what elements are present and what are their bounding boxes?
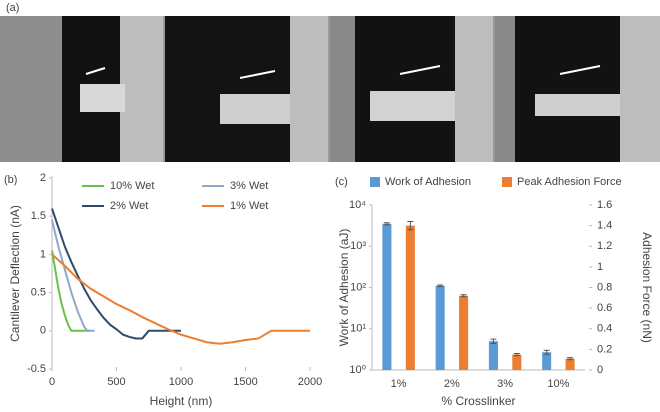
x-tick-label: 500 <box>107 376 125 388</box>
x-tick-label: 0 <box>49 376 55 388</box>
legend-label: Peak Adhesion Force <box>517 176 622 188</box>
y2-tick-label: 0.8 <box>597 281 612 293</box>
bar <box>459 295 469 370</box>
y2-tick-label: 0.4 <box>597 323 612 335</box>
y2-tick-label: 1.2 <box>597 240 612 252</box>
bar <box>542 352 552 370</box>
bar <box>382 223 392 370</box>
legend-label: Work of Adhesion <box>385 176 471 188</box>
y-tick-label: 10² <box>350 281 366 293</box>
line <box>51 208 181 340</box>
y2-tick-label: 0.6 <box>597 302 612 314</box>
legend-label: 3% Wet <box>230 180 268 192</box>
x-tick-label: 10% <box>547 378 569 390</box>
y-tick-label: 0 <box>40 325 46 337</box>
bar <box>565 358 575 370</box>
panel-label: (a) <box>6 2 19 14</box>
bar <box>435 285 445 370</box>
line <box>51 219 95 332</box>
x-tick-label: 2000 <box>298 376 322 388</box>
y2-tick-label: 0.2 <box>597 343 612 355</box>
x-axis-label: Height (nm) <box>150 394 213 408</box>
x-tick-label: 1000 <box>169 376 193 388</box>
y-tick-label: -0.5 <box>27 363 46 375</box>
y-axis-label: Work of Adhesion (aJ) <box>337 229 351 347</box>
x-tick-label: 2% <box>444 378 460 390</box>
x-tick-label: 1500 <box>233 376 257 388</box>
legend-label: 2% Wet <box>110 200 148 212</box>
y-tick-label: 0.5 <box>31 287 46 299</box>
y-axis-label: Cantilever Deflection (nA) <box>8 205 22 342</box>
x-tick-label: 1% <box>391 378 407 390</box>
y-tick-label: 10³ <box>350 240 366 252</box>
y2-tick-label: 1.4 <box>597 220 612 232</box>
x-tick-label: 3% <box>497 378 513 390</box>
y-tick-label: 1 <box>40 248 46 260</box>
microscopy-strip <box>0 16 660 162</box>
line <box>51 250 91 332</box>
y2-tick-label: 1 <box>597 261 603 273</box>
legend-swatch <box>502 177 512 187</box>
bar <box>512 354 522 370</box>
line <box>51 253 310 345</box>
legend-label: 1% Wet <box>230 200 268 212</box>
bar <box>488 341 498 370</box>
legend-label: 10% Wet <box>110 180 154 192</box>
panel-label: (c) <box>335 176 348 188</box>
y2-tick-label: 1.6 <box>597 199 612 211</box>
y-tick-label: 2 <box>40 172 46 184</box>
panel-label: (b) <box>4 174 17 186</box>
y-tick-label: 10⁴ <box>349 199 366 211</box>
y-tick-label: 10¹ <box>350 323 366 335</box>
y-tick-label: 1.5 <box>31 210 46 222</box>
y2-tick-label: 0 <box>597 364 603 376</box>
bar <box>405 225 415 370</box>
y-tick-label: 10⁰ <box>349 364 366 376</box>
y2-axis-label: Adhesion Force (nN) <box>640 232 654 343</box>
legend-swatch <box>370 177 380 187</box>
x-axis-label: % Crosslinker <box>441 394 515 408</box>
